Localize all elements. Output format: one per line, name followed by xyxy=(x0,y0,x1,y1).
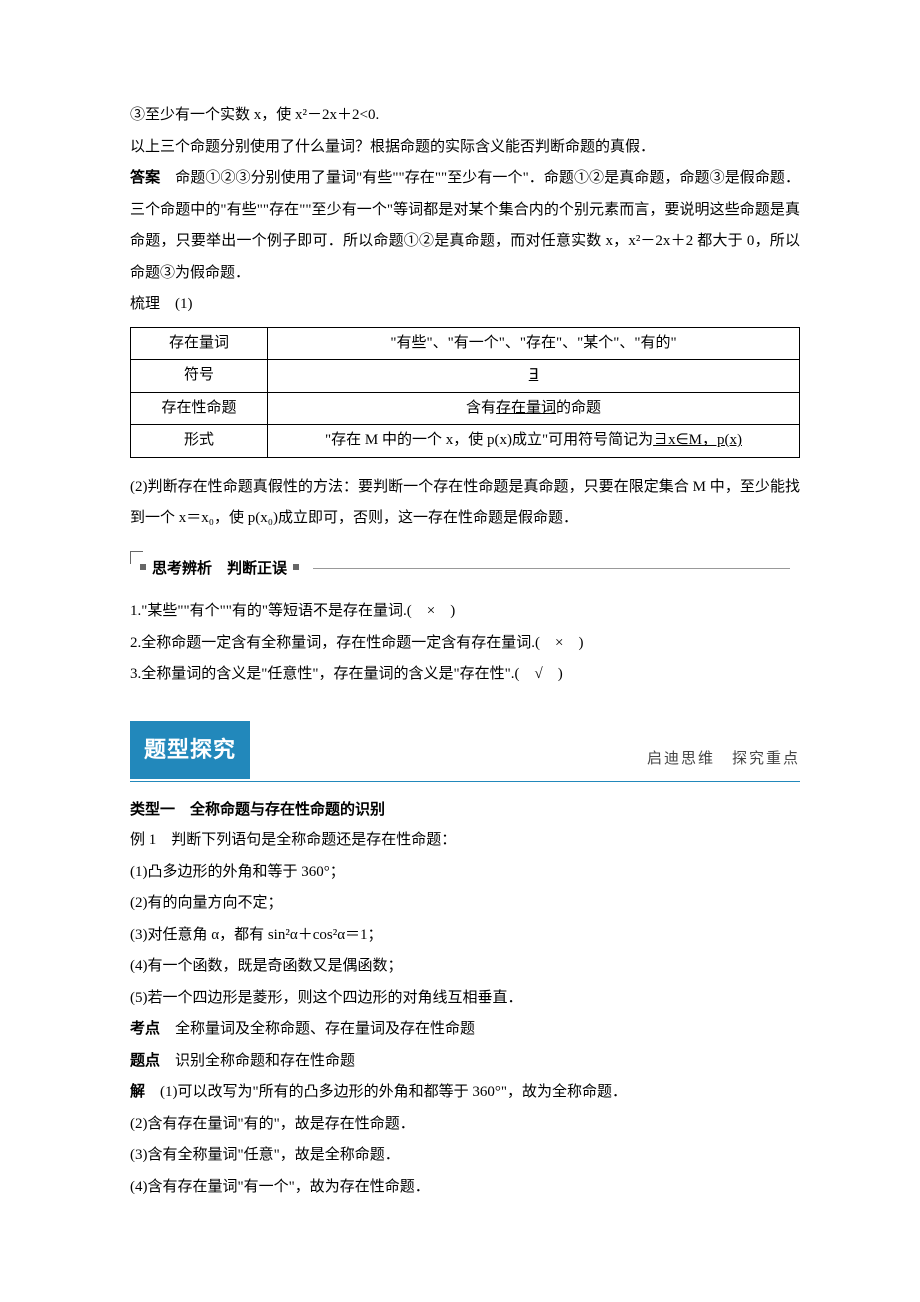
topic-subtitle: 启迪思维 探究重点 xyxy=(647,744,800,779)
cell-r3c2: 含有存在量词的命题 xyxy=(268,392,800,425)
example1: 例 1 判断下列语句是全称命题还是存在性命题： xyxy=(130,825,800,857)
topic-header: 题型探究 启迪思维 探究重点 xyxy=(130,721,800,782)
bullet-icon xyxy=(140,564,146,570)
topic-title: 题型探究 xyxy=(130,721,250,779)
think-q2: 2.全称命题一定含有全称量词，存在性命题一定含有存在量词.( × ) xyxy=(130,628,800,660)
think-q1: 1."某些""有个""有的"等短语不是存在量词.( × ) xyxy=(130,596,800,628)
table-row: 形式 "存在 M 中的一个 x，使 p(x)成立"可用符号简记为∃x∈M，p(x… xyxy=(131,425,800,458)
cell-r2c2: ∃ xyxy=(268,360,800,393)
para-method: (2)判断存在性命题真假性的方法：要判断一个存在性命题是真命题，只要在限定集合 … xyxy=(130,472,800,535)
cell-r1c2: "有些"、"有一个"、"存在"、"某个"、"有的" xyxy=(268,327,800,360)
cell-r2c1: 符号 xyxy=(131,360,268,393)
think-q3: 3.全称量词的含义是"任意性"，存在量词的含义是"存在性".( √ ) xyxy=(130,659,800,691)
cell-r4c2-pre: "存在 M 中的一个 x，使 p(x)成立"可用符号简记为 xyxy=(325,432,653,448)
solution-body-1: (1)可以改写为"所有的凸多边形的外角和都等于 360°"，故为全称命题． xyxy=(145,1084,627,1100)
cell-r1c1: 存在量词 xyxy=(131,327,268,360)
table-row: 存在量词 "有些"、"有一个"、"存在"、"某个"、"有的" xyxy=(131,327,800,360)
answer-body: 命题①②③分别使用了量词"有些""存在""至少有一个"．命题①②是真命题，命题③… xyxy=(130,170,800,281)
cell-r3c1: 存在性命题 xyxy=(131,392,268,425)
solution-2: (2)含有存在量词"有的"，故是存在性命题． xyxy=(130,1109,800,1141)
cell-r3c2-u: 存在量词 xyxy=(496,400,556,416)
exist-quantifier-table: 存在量词 "有些"、"有一个"、"存在"、"某个"、"有的" 符号 ∃ 存在性命… xyxy=(130,327,800,458)
intro-question: 以上三个命题分别使用了什么量词？根据命题的实际含义能否判断命题的真假． xyxy=(130,132,800,164)
cell-r4c2-u: ∃x∈M，p(x) xyxy=(653,432,742,448)
tidian-body: 识别全称命题和存在性命题 xyxy=(160,1053,355,1069)
solution-3: (3)含有全称量词"任意"，故是全称命题． xyxy=(130,1140,800,1172)
type1-title: 类型一 全称命题与存在性命题的识别 xyxy=(130,794,800,826)
tidian: 题点 识别全称命题和存在性命题 xyxy=(130,1046,800,1078)
answer-para: 答案 命题①②③分别使用了量词"有些""存在""至少有一个"．命题①②是真命题，… xyxy=(130,163,800,289)
example-body: 判断下列语句是全称命题还是存在性命题： xyxy=(156,832,456,848)
table-row: 存在性命题 含有存在量词的命题 xyxy=(131,392,800,425)
cell-r4c1: 形式 xyxy=(131,425,268,458)
example-label: 例 1 xyxy=(130,832,156,848)
ex1-item1: (1)凸多边形的外角和等于 360°； xyxy=(130,857,800,889)
solution-4: (4)含有存在量词"有一个"，故为存在性命题． xyxy=(130,1172,800,1204)
ex1-item5: (5)若一个四边形是菱形，则这个四边形的对角线互相垂直． xyxy=(130,983,800,1015)
solution-label: 解 xyxy=(130,1084,145,1100)
table-row: 符号 ∃ xyxy=(131,360,800,393)
solution-1: 解 (1)可以改写为"所有的凸多边形的外角和都等于 360°"，故为全称命题． xyxy=(130,1077,800,1109)
kaodian-label: 考点 xyxy=(130,1021,160,1037)
tidian-label: 题点 xyxy=(130,1053,160,1069)
ex1-item3: (3)对任意角 α，都有 sin²α＋cos²α＝1； xyxy=(130,920,800,952)
think-title: 思考辨析 判断正误 xyxy=(152,553,287,585)
ex1-item4: (4)有一个函数，既是奇函数又是偶函数； xyxy=(130,951,800,983)
kaodian-body: 全称量词及全称命题、存在量词及存在性命题 xyxy=(160,1021,475,1037)
kaodian: 考点 全称量词及全称命题、存在量词及存在性命题 xyxy=(130,1014,800,1046)
ex1-item2: (2)有的向量方向不定； xyxy=(130,888,800,920)
bullet-icon xyxy=(293,564,299,570)
think-box: 思考辨析 判断正误 xyxy=(130,551,800,587)
cell-r3c2-post: 的命题 xyxy=(556,400,601,416)
intro-item-3: ③至少有一个实数 x，使 x²－2x＋2<0. xyxy=(130,100,800,132)
cell-r4c2: "存在 M 中的一个 x，使 p(x)成立"可用符号简记为∃x∈M，p(x) xyxy=(268,425,800,458)
cell-r3c2-pre: 含有 xyxy=(466,400,496,416)
combing-label: 梳理 (1) xyxy=(130,289,800,321)
answer-label: 答案 xyxy=(130,170,160,186)
exists-symbol: ∃ xyxy=(529,367,538,383)
